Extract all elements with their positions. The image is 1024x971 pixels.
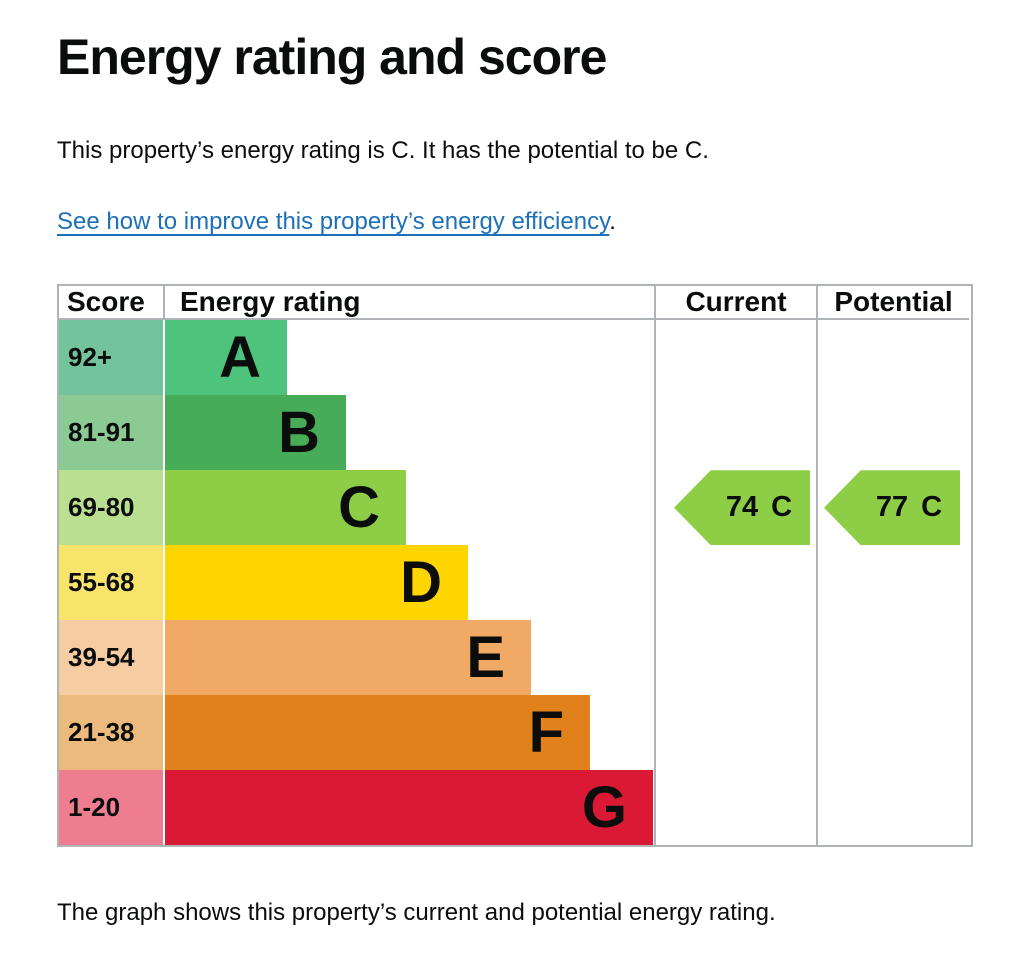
score-cell-e: 39-54 bbox=[59, 620, 165, 696]
intro-text: This property’s energy rating is C. It h… bbox=[57, 137, 709, 164]
header-score: Score bbox=[59, 286, 165, 321]
band-row-g: 1-20 G bbox=[59, 770, 654, 846]
header-potential: Potential bbox=[818, 286, 969, 321]
band-row-f: 21-38 F bbox=[59, 695, 654, 771]
band-bar-e: E bbox=[165, 620, 531, 696]
chart-caption: The graph shows this property’s current … bbox=[57, 899, 776, 927]
band-letter-d: D bbox=[400, 549, 442, 615]
potential-column: 77 C bbox=[818, 320, 969, 845]
link-suffix: . bbox=[609, 208, 616, 236]
band-bar-d: D bbox=[165, 545, 468, 621]
score-cell-c: 69-80 bbox=[59, 470, 165, 546]
current-rating-value: 74 bbox=[725, 491, 759, 524]
band-bar-a: A bbox=[165, 320, 287, 396]
band-letter-e: E bbox=[466, 624, 505, 690]
band-bar-b: B bbox=[165, 395, 346, 471]
page-title: Energy rating and score bbox=[57, 29, 607, 85]
header-energy-rating: Energy rating bbox=[165, 286, 656, 321]
band-bar-g: G bbox=[165, 770, 653, 846]
potential-rating-band: C bbox=[921, 491, 943, 524]
score-cell-d: 55-68 bbox=[59, 545, 165, 621]
band-bar-c: C bbox=[165, 470, 406, 546]
current-rating-band: C bbox=[771, 491, 793, 524]
potential-rating-value: 77 bbox=[875, 491, 909, 524]
epc-rating-chart: Score Energy rating Current Potential 92… bbox=[57, 284, 973, 848]
band-letter-b: B bbox=[278, 399, 320, 465]
page: Energy rating and score This property’s … bbox=[57, 29, 974, 927]
score-cell-g: 1-20 bbox=[59, 770, 165, 846]
band-row-e: 39-54 E bbox=[59, 620, 654, 696]
header-current: Current bbox=[656, 286, 818, 321]
score-cell-b: 81-91 bbox=[59, 395, 165, 471]
link-line: See how to improve this property’s energ… bbox=[57, 208, 974, 236]
band-row-c: 69-80 C bbox=[59, 470, 654, 546]
band-row-d: 55-68 D bbox=[59, 545, 654, 621]
band-letter-f: F bbox=[528, 699, 564, 765]
band-row-b: 81-91 B bbox=[59, 395, 654, 471]
band-letter-c: C bbox=[338, 474, 380, 540]
score-cell-a: 92+ bbox=[59, 320, 165, 396]
bands-area: 92+ A 81-91 B 69-80 C 55-68 D 39-54 E 21… bbox=[59, 320, 656, 846]
score-cell-f: 21-38 bbox=[59, 695, 165, 771]
potential-rating-arrow: 77 C bbox=[824, 470, 960, 546]
current-column: 74 C bbox=[656, 320, 818, 846]
band-letter-g: G bbox=[581, 774, 627, 840]
improve-efficiency-link[interactable]: See how to improve this property’s energ… bbox=[57, 208, 610, 236]
band-bar-f: F bbox=[165, 695, 590, 771]
band-letter-a: A bbox=[219, 324, 261, 390]
band-row-a: 92+ A bbox=[59, 320, 654, 396]
current-rating-arrow: 74 C bbox=[674, 470, 810, 546]
